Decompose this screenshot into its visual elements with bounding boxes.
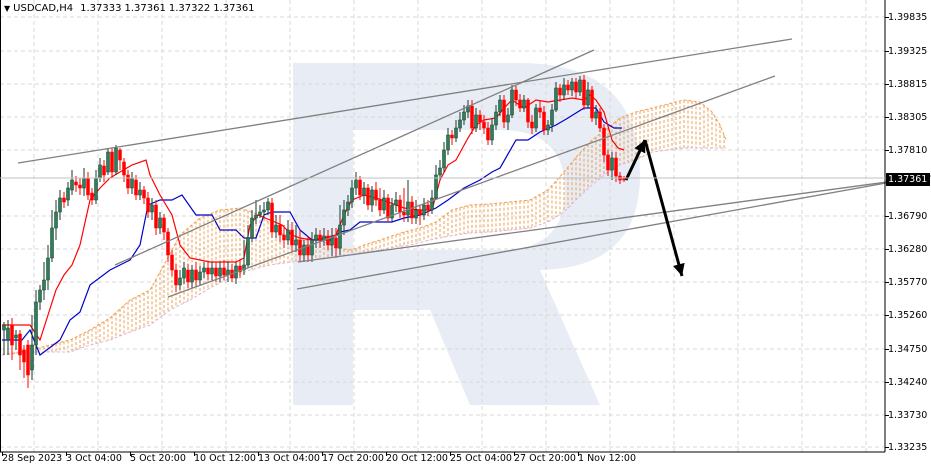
price-tick-label: 1.38815 [888, 79, 928, 90]
price-tick-label: 1.38305 [888, 112, 928, 123]
watermark-logo [293, 63, 640, 405]
open-value: 1.37333 [80, 3, 122, 14]
price-tick-label: 1.36280 [888, 244, 928, 255]
symbol-label: USDCAD,H4 [13, 3, 74, 14]
price-tick-label: 1.33730 [888, 410, 928, 421]
tenkan-sen-line [2, 94, 625, 342]
price-tick-label: 1.34750 [888, 344, 928, 355]
time-tick-label: 20 Oct 12:00 [386, 453, 448, 464]
price-tick-label: 1.33235 [888, 442, 928, 453]
chart-header: ▼ USDCAD,H4 1.37333 1.37361 1.37322 1.37… [4, 3, 255, 14]
price-tick-label: 1.39325 [888, 46, 928, 57]
forecast-arrows [624, 139, 685, 277]
ichimoku-cloud [1, 99, 727, 356]
kijun-sen-line [2, 107, 622, 356]
time-tick-label: 10 Oct 12:00 [194, 453, 256, 464]
time-tick-label: 1 Nov 12:00 [578, 453, 637, 464]
time-tick-label: 25 Oct 04:00 [450, 453, 512, 464]
price-tick-label: 1.39835 [888, 12, 928, 23]
high-value: 1.37361 [124, 3, 166, 14]
price-tick-label: 1.34240 [888, 377, 928, 388]
close-value: 1.37361 [213, 3, 255, 14]
time-tick-label: 17 Oct 20:00 [322, 453, 384, 464]
current-price-tag: 1.37361 [886, 173, 930, 186]
price-tick-label: 1.35260 [888, 310, 928, 321]
time-tick-label: 13 Oct 04:00 [258, 453, 320, 464]
price-tick-label: 1.35770 [888, 277, 928, 288]
low-value: 1.37322 [168, 3, 211, 14]
price-tick-label: 1.37810 [888, 145, 928, 156]
time-tick-label: 3 Oct 04:00 [66, 453, 122, 464]
time-tick-label: 28 Sep 2023 [2, 453, 63, 464]
price-tick-label: 1.36790 [888, 211, 928, 222]
time-tick-label: 5 Oct 20:00 [130, 453, 186, 464]
candlesticks [2, 75, 626, 388]
time-tick-label: 27 Oct 20:00 [514, 453, 576, 464]
dropdown-triangle-icon[interactable]: ▼ [4, 4, 11, 13]
trendlines[interactable] [17, 38, 931, 298]
